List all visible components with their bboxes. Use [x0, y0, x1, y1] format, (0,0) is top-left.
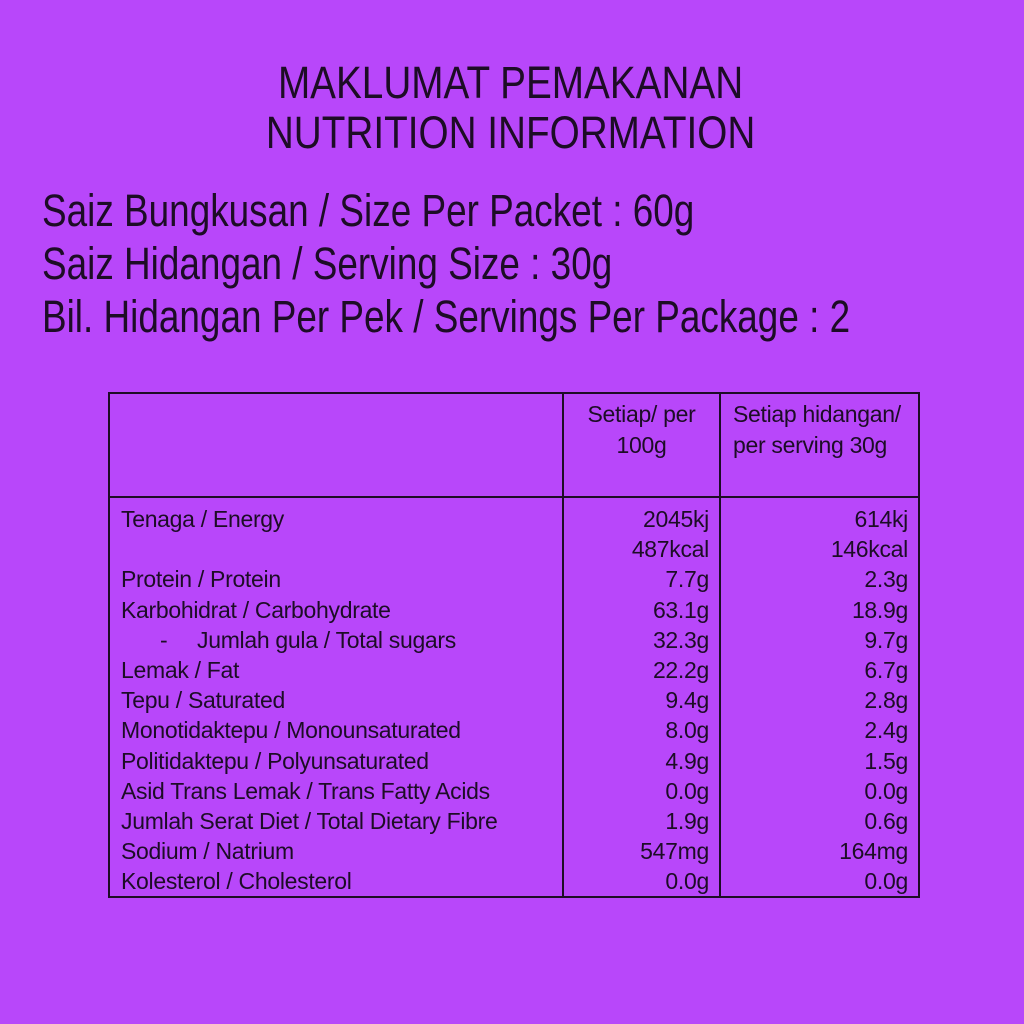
nutrient-label: Asid Trans Lemak / Trans Fatty Acids [121, 777, 490, 804]
nutrient-label: Protein / Protein [121, 566, 281, 593]
value-per-serving: 0.6g [864, 807, 908, 834]
nutrient-label: Tepu / Saturated [121, 687, 285, 714]
value-per-100g: 32.3g [652, 626, 709, 653]
per-serving-column: 614kj 146kcal 2.3g 18.9g 9.7g 6.7g 2.8g 2.4g 1.5… [719, 498, 918, 896]
nutrient-label: Kolesterol / Cholesterol [121, 868, 352, 895]
package-info: Saiz Bungkusan / Size Per Packet : 60g S… [42, 184, 850, 343]
header-per-100g-line-1: Setiap/ per [587, 401, 696, 427]
nutrient-label-text: Jumlah gula / Total sugars [197, 626, 456, 653]
value-per-100g: 9.4g [665, 687, 709, 714]
header-per-serving: Setiap hidangan/ per serving 30g [719, 394, 918, 496]
nutrition-table: Setiap/ per 100g Setiap hidangan/ per se… [108, 392, 920, 898]
value-per-100g: 0.0g [665, 868, 709, 895]
servings-per-package-line: Bil. Hidangan Per Pek / Servings Per Pac… [42, 291, 851, 342]
value-per-100g: 487kcal [631, 536, 709, 563]
packet-size-line: Saiz Bungkusan / Size Per Packet : 60g [42, 185, 695, 236]
value-per-serving: 1.5g [864, 747, 908, 774]
value-per-serving: 614kj [854, 506, 909, 532]
nutrient-label: Lemak / Fat [121, 656, 240, 683]
serving-size-line: Saiz Hidangan / Serving Size : 30g [42, 238, 613, 289]
header-per-serving-line-2: per serving 30g [733, 432, 888, 458]
value-per-serving: 164mg [839, 838, 908, 865]
nutrient-label: Jumlah Serat Diet / Total Dietary Fibre [121, 807, 498, 834]
nutrient-label: - Jumlah gula / Total sugars [121, 625, 562, 655]
table-header-row: Setiap/ per 100g Setiap hidangan/ per se… [110, 394, 918, 498]
nutrient-label: Karbohidrat / Carbohydrate [121, 596, 391, 623]
value-per-100g: 63.1g [652, 596, 709, 623]
value-per-serving: 0.0g [864, 777, 908, 804]
header-per-serving-line-1: Setiap hidangan/ [733, 401, 901, 427]
title-line-english: NUTRITION INFORMATION [265, 107, 756, 158]
value-per-100g: 1.9g [665, 807, 709, 834]
value-per-serving: 0.0g [864, 868, 908, 895]
value-per-100g: 22.2g [652, 656, 709, 683]
header-per-100g-line-2: 100g [616, 432, 667, 458]
value-per-serving: 146kcal [830, 536, 908, 563]
value-per-100g: 8.0g [665, 717, 709, 744]
value-per-100g: 4.9g [665, 747, 709, 774]
value-per-100g: 547mg [640, 838, 709, 865]
nutrient-label: Politidaktepu / Polyunsaturated [121, 747, 429, 774]
header-per-100g: Setiap/ per 100g [562, 394, 719, 496]
value-per-serving: 2.8g [864, 687, 908, 714]
indent-dash: - [160, 626, 168, 653]
value-per-100g: 0.0g [665, 777, 709, 804]
nutrient-label: Tenaga / Energy [121, 506, 285, 532]
table-body: Tenaga / Energy Protein / Protein Karbohid… [110, 498, 918, 896]
value-per-serving: 9.7g [864, 626, 908, 653]
value-per-100g: 7.7g [665, 566, 709, 593]
value-per-serving: 18.9g [851, 596, 908, 623]
nutrient-labels-column: Tenaga / Energy Protein / Protein Karbohid… [110, 498, 562, 896]
page-title: MAKLUMAT PEMAKANAN NUTRITION INFORMATION [70, 58, 951, 158]
value-per-serving: 6.7g [864, 656, 908, 683]
header-nutrient-column [110, 394, 562, 496]
value-per-serving: 2.3g [864, 566, 908, 593]
value-per-serving: 2.4g [864, 717, 908, 744]
nutrient-label-spacer [121, 534, 562, 564]
nutrient-label: Monotidaktepu / Monounsaturated [121, 717, 461, 744]
value-per-100g: 2045kj [643, 506, 709, 532]
nutrient-label: Sodium / Natrium [121, 838, 294, 865]
per-100g-column: 2045kj 487kcal 7.7g 63.1g 32.3g 22.2g 9.4g 8.0g… [562, 498, 719, 896]
title-line-malay: MAKLUMAT PEMAKANAN [277, 57, 744, 108]
